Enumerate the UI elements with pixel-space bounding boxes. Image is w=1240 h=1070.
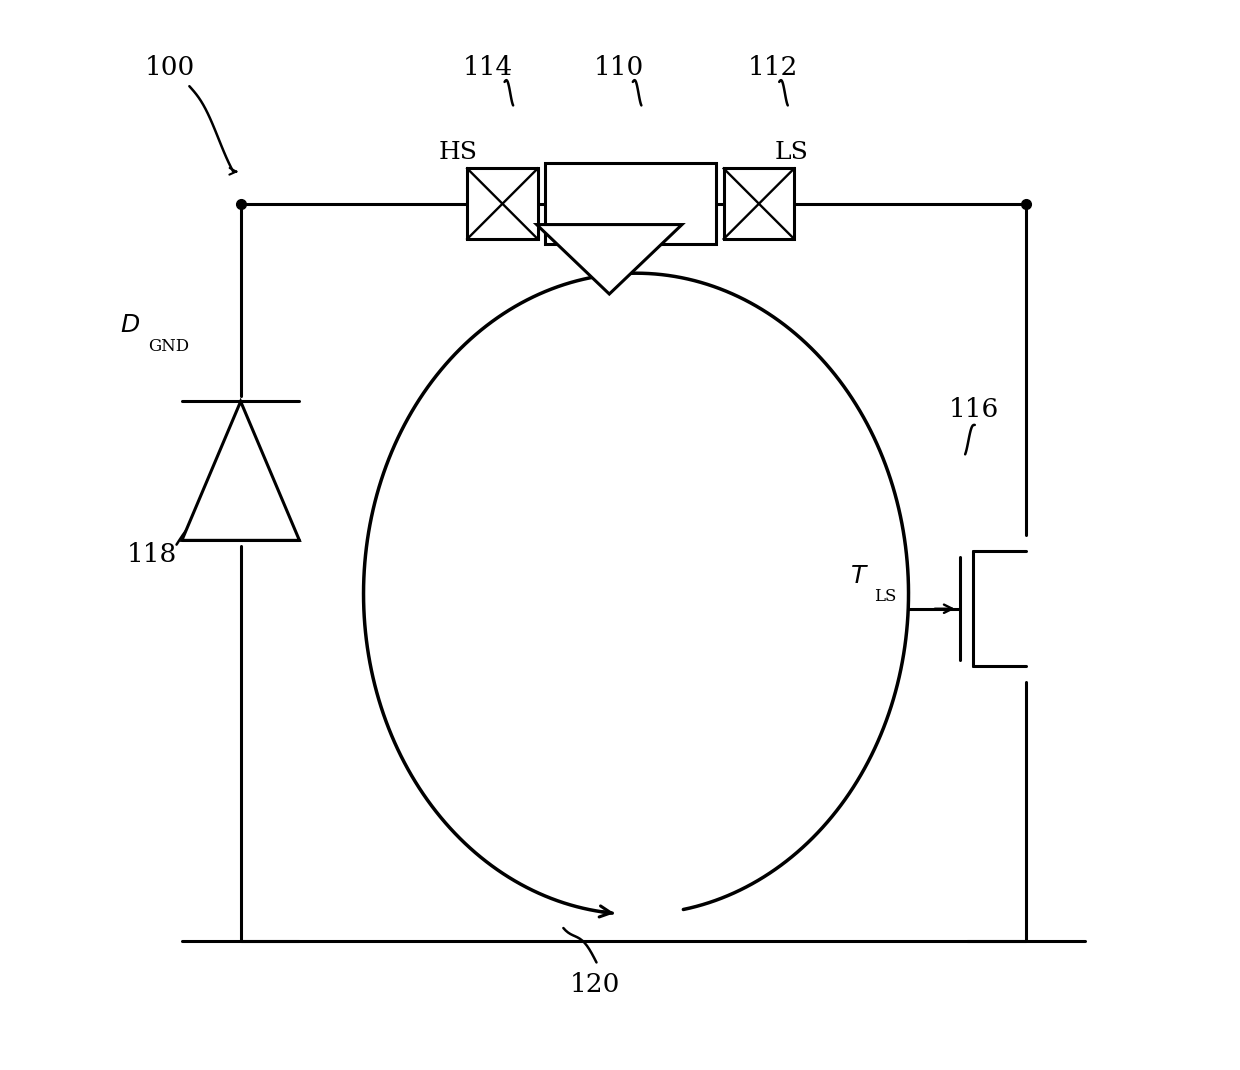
Polygon shape — [182, 401, 299, 540]
Text: 112: 112 — [748, 56, 799, 80]
Text: $D$: $D$ — [120, 312, 140, 337]
Polygon shape — [537, 225, 682, 294]
Text: 120: 120 — [569, 973, 620, 997]
Text: 114: 114 — [463, 56, 513, 80]
Bar — [546, 163, 717, 244]
Bar — [467, 168, 538, 239]
Text: 118: 118 — [126, 541, 176, 567]
Text: 110: 110 — [593, 56, 644, 80]
Text: LS: LS — [874, 588, 897, 606]
Text: $T$: $T$ — [849, 564, 869, 588]
Bar — [724, 168, 794, 239]
Text: GND: GND — [148, 338, 188, 355]
Text: HS: HS — [438, 141, 477, 164]
Text: LS: LS — [775, 141, 808, 164]
Text: 116: 116 — [949, 397, 999, 423]
Text: 100: 100 — [145, 56, 195, 80]
